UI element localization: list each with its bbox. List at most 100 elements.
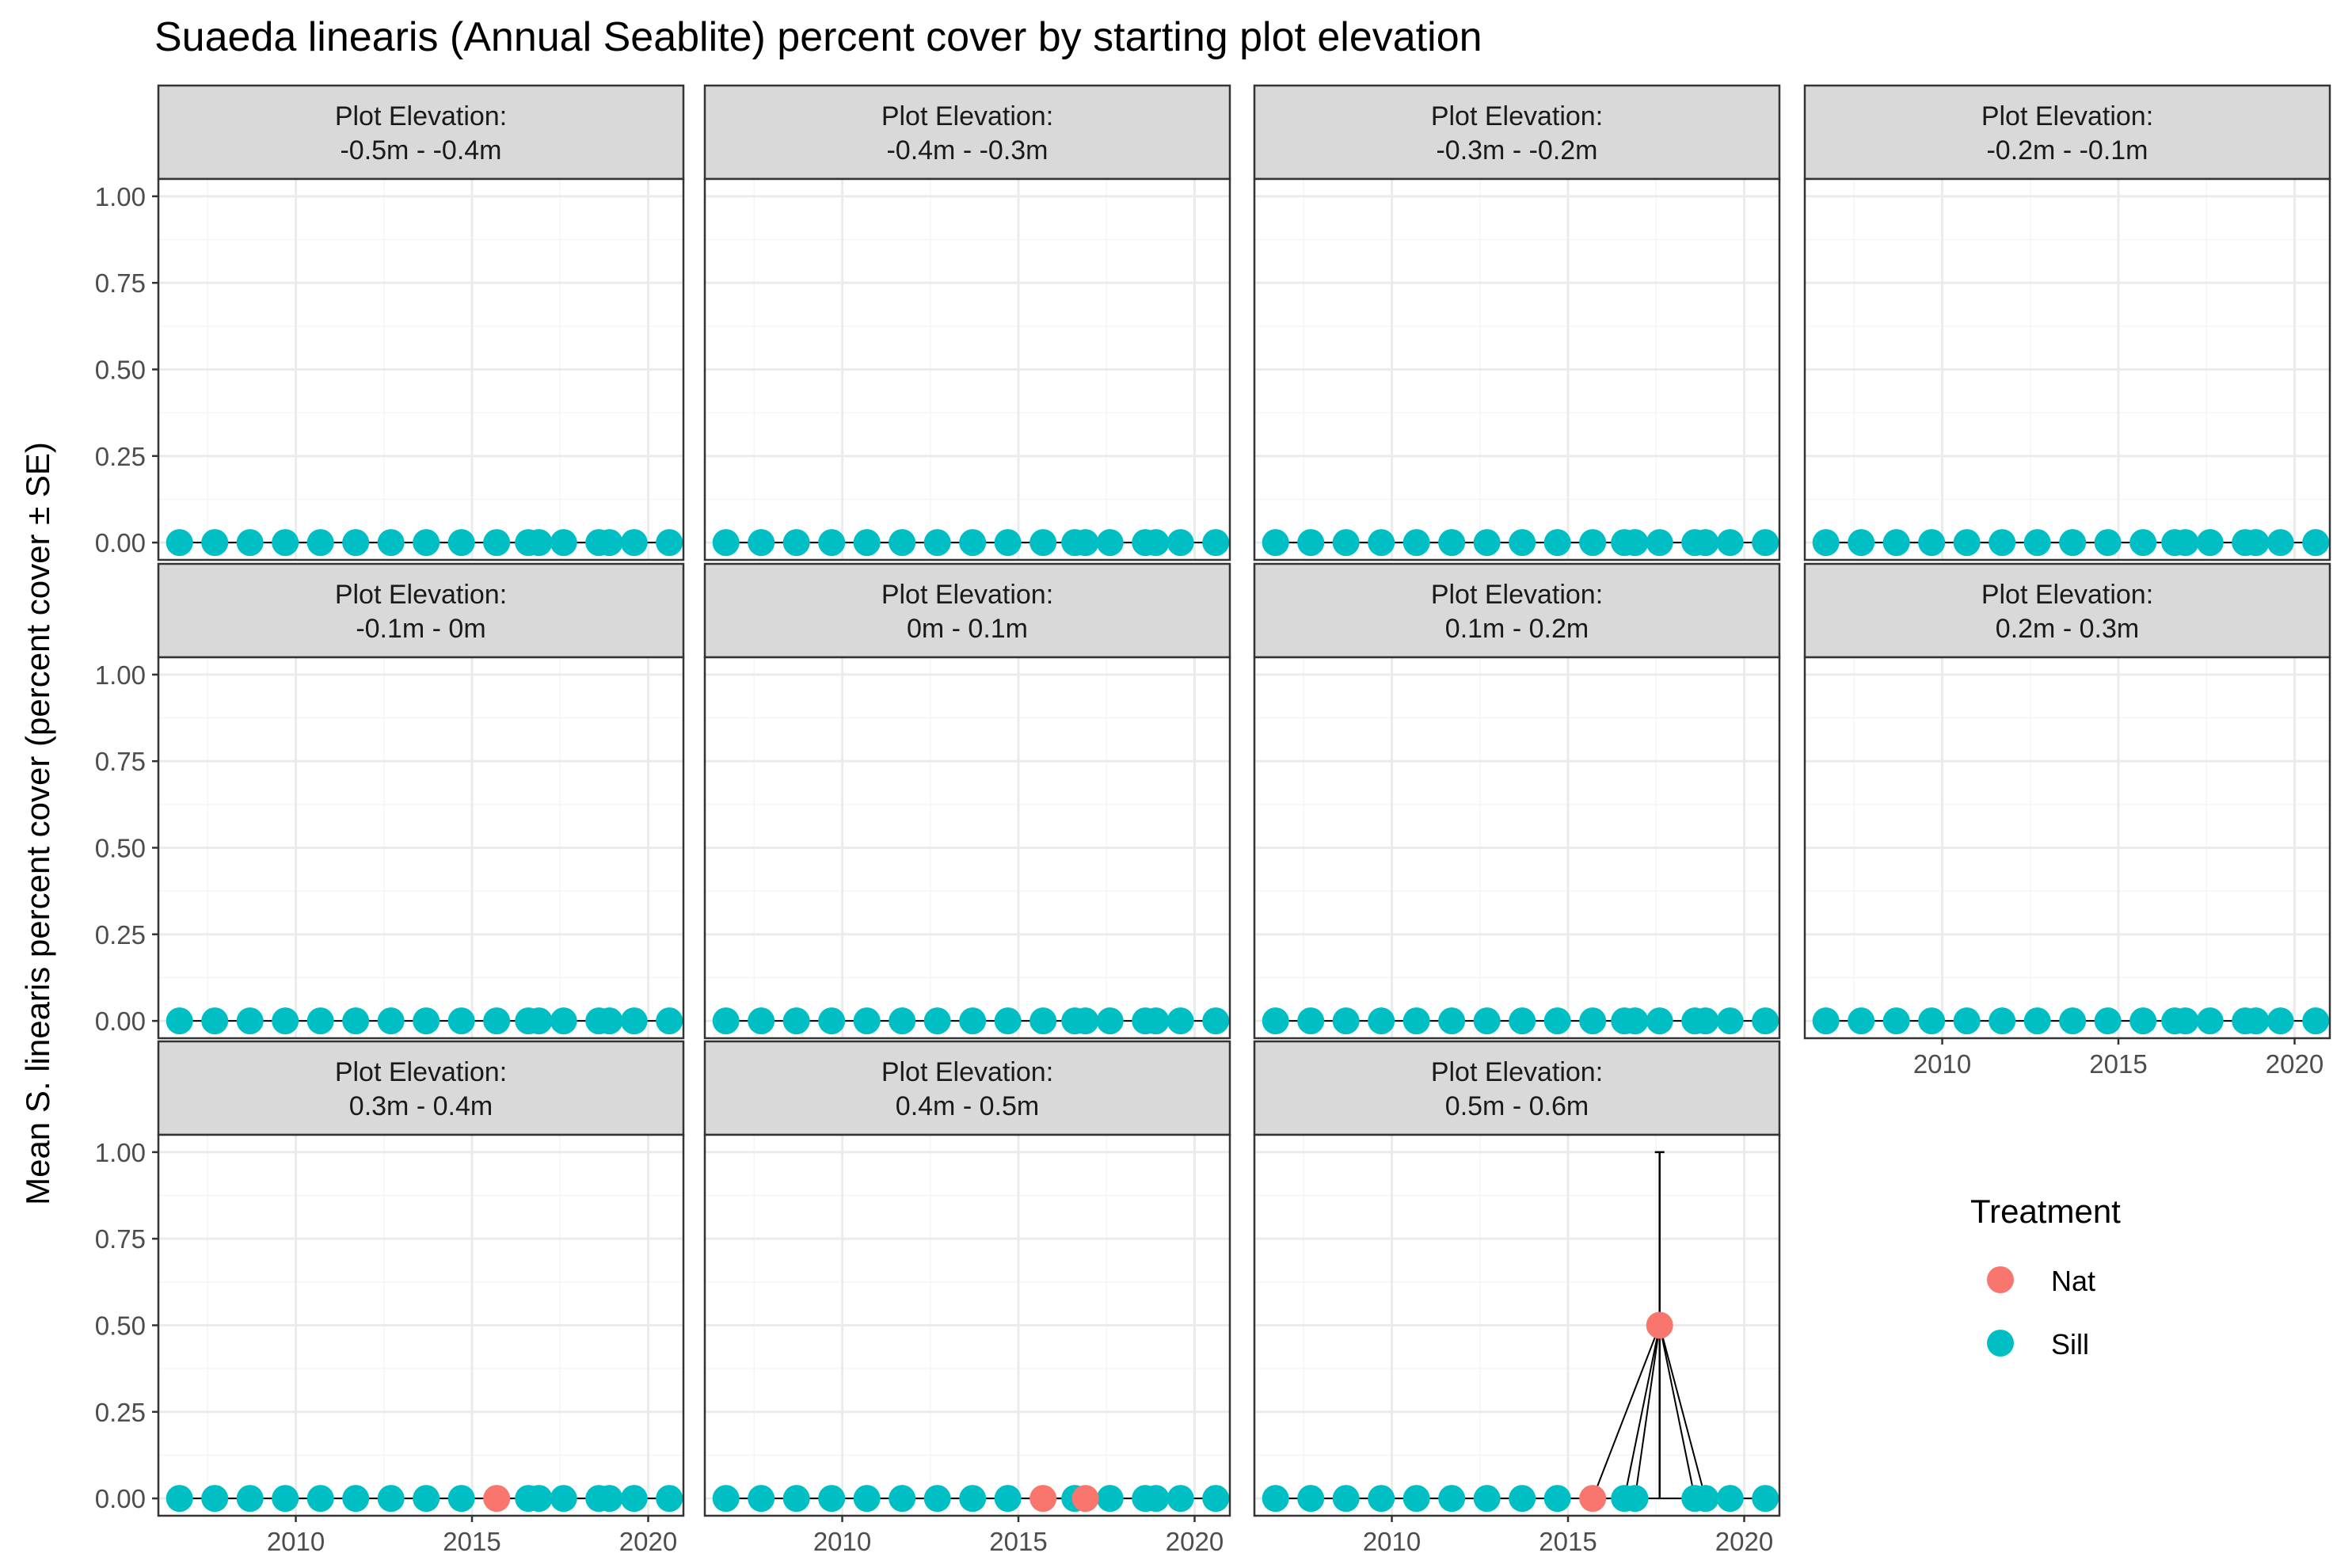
- data-point-sill: [1368, 529, 1395, 557]
- data-point-sill: [994, 1007, 1022, 1035]
- facet-label: -0.2m - -0.1m: [1986, 135, 2148, 166]
- data-point-sill: [377, 529, 405, 557]
- y-tick-label: 0.75: [95, 1224, 146, 1254]
- facet-strip: [1803, 562, 2331, 659]
- data-point-sill: [306, 529, 334, 557]
- data-point-sill: [712, 1007, 740, 1035]
- data-point-sill: [1543, 529, 1571, 557]
- data-point-sill: [1882, 1007, 1910, 1035]
- data-point-sill: [272, 529, 299, 557]
- facet-label: 0.5m - 0.6m: [1445, 1091, 1589, 1121]
- data-point-nat: [483, 1485, 511, 1513]
- data-point-sill: [620, 1485, 648, 1513]
- data-point-sill: [596, 529, 623, 557]
- data-point-sill: [2094, 1007, 2122, 1035]
- facet-panel: Plot Elevation: -0.2m - -0.1m: [1803, 84, 2331, 561]
- data-point-sill: [1989, 1007, 2016, 1035]
- data-point-sill: [1543, 1485, 1571, 1513]
- data-point-sill: [1692, 1485, 1719, 1513]
- y-tick-label: 1.00: [95, 1138, 146, 1167]
- data-point-sill: [1953, 529, 1981, 557]
- data-point-sill: [1621, 1485, 1649, 1513]
- data-point-sill: [818, 1007, 846, 1035]
- data-point-sill: [2171, 1007, 2199, 1035]
- data-point-nat: [1646, 1311, 1673, 1339]
- y-axis-label: Mean S. linearis percent cover (percent …: [19, 442, 56, 1205]
- facet-label-prefix: Plot Elevation:: [1981, 101, 2153, 131]
- data-point-sill: [1473, 1485, 1501, 1513]
- x-tick-label: 2015: [1539, 1527, 1597, 1556]
- y-tick-label: 0.00: [95, 528, 146, 558]
- facet-strip: [1253, 84, 1781, 181]
- x-tick-label: 2020: [1715, 1527, 1773, 1556]
- data-point-sill: [1029, 1007, 1057, 1035]
- data-point-sill: [1202, 529, 1230, 557]
- data-point-sill: [818, 529, 846, 557]
- data-point-sill: [377, 1007, 405, 1035]
- data-point-sill: [413, 1485, 440, 1513]
- data-point-sill: [1166, 1007, 1194, 1035]
- data-point-sill: [1716, 1485, 1744, 1513]
- data-point-sill: [1166, 529, 1194, 557]
- series-line-nat: [1658, 1325, 1707, 1499]
- facet-panel: Plot Elevation: 0.1m - 0.2m: [1253, 562, 1781, 1040]
- data-point-sill: [1402, 1007, 1430, 1035]
- y-tick-label: 0.25: [95, 920, 146, 950]
- data-point-sill: [447, 1485, 475, 1513]
- facet-label-prefix: Plot Elevation:: [1431, 1057, 1603, 1087]
- facet-label-prefix: Plot Elevation:: [1431, 580, 1603, 610]
- data-point-sill: [1473, 529, 1501, 557]
- data-point-sill: [236, 529, 264, 557]
- facet-strip: [157, 562, 685, 659]
- panel-border: [703, 177, 1231, 561]
- data-point-sill: [1438, 1007, 1466, 1035]
- data-point-sill: [1812, 529, 1840, 557]
- data-point-sill: [2266, 1007, 2294, 1035]
- data-point-sill: [923, 1485, 951, 1513]
- data-point-sill: [1646, 1007, 1673, 1035]
- x-tick-label: 2015: [443, 1527, 500, 1556]
- data-point-sill: [1297, 529, 1325, 557]
- data-point-sill: [2059, 1007, 2087, 1035]
- facet-label: 0.1m - 0.2m: [1445, 614, 1589, 644]
- data-point-sill: [1071, 529, 1099, 557]
- y-tick-label: 0.75: [95, 747, 146, 776]
- x-tick-label: 2020: [1166, 1527, 1224, 1556]
- legend-key-sill: [1987, 1330, 2014, 1357]
- data-point-sill: [1166, 1485, 1194, 1513]
- facet-panel: Plot Elevation: -0.4m - -0.3m: [703, 84, 1231, 561]
- data-point-sill: [550, 529, 577, 557]
- data-point-sill: [1692, 529, 1719, 557]
- facet-label: 0.4m - 0.5m: [896, 1091, 1039, 1121]
- data-point-sill: [550, 1007, 577, 1035]
- y-tick-label: 0.00: [95, 1007, 146, 1036]
- panel-border: [1803, 656, 2331, 1040]
- x-tick-label: 2015: [989, 1527, 1047, 1556]
- data-point-sill: [1402, 1485, 1430, 1513]
- data-point-sill: [447, 1007, 475, 1035]
- facet-label: -0.3m - -0.2m: [1436, 135, 1597, 166]
- data-point-sill: [166, 1007, 193, 1035]
- data-point-sill: [1142, 1485, 1170, 1513]
- data-point-sill: [2302, 1007, 2330, 1035]
- data-point-sill: [712, 1485, 740, 1513]
- data-point-sill: [201, 1007, 229, 1035]
- series-line-nat: [1623, 1325, 1661, 1499]
- data-point-sill: [1621, 529, 1649, 557]
- y-tick-label: 0.50: [95, 356, 146, 385]
- data-point-sill: [1029, 529, 1057, 557]
- data-point-sill: [923, 529, 951, 557]
- facet-label: 0.2m - 0.3m: [1996, 614, 2139, 644]
- legend-title: Treatment: [1970, 1193, 2121, 1230]
- data-point-sill: [2023, 1007, 2051, 1035]
- data-point-sill: [342, 1485, 370, 1513]
- data-point-sill: [994, 1485, 1022, 1513]
- data-point-sill: [959, 529, 987, 557]
- data-point-sill: [596, 1485, 623, 1513]
- facet-strip: [703, 84, 1231, 181]
- data-point-sill: [1332, 1485, 1360, 1513]
- data-point-sill: [201, 529, 229, 557]
- data-point-sill: [889, 1007, 916, 1035]
- data-point-sill: [2242, 1007, 2270, 1035]
- data-point-sill: [2171, 529, 2199, 557]
